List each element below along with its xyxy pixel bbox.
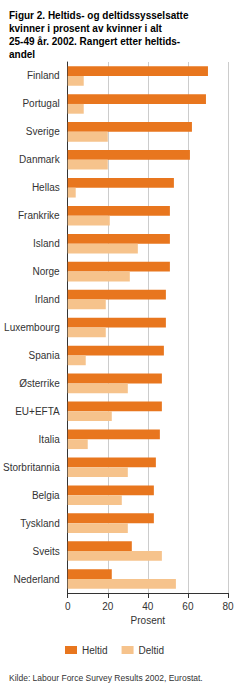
svg-text:Spania: Spania — [29, 350, 61, 361]
svg-text:Figur 2. Heltids- og deltidssy: Figur 2. Heltids- og deltidssysselsatte — [9, 10, 189, 21]
svg-text:Nederland: Nederland — [14, 574, 60, 585]
svg-text:Sverige: Sverige — [26, 126, 60, 137]
svg-text:Finland: Finland — [27, 70, 60, 81]
svg-text:40: 40 — [142, 601, 154, 612]
svg-text:Italia: Italia — [39, 434, 61, 445]
svg-text:80: 80 — [222, 601, 234, 612]
svg-text:Irland: Irland — [35, 294, 60, 305]
svg-text:Prosent: Prosent — [131, 615, 166, 626]
svg-text:Danmark: Danmark — [19, 154, 61, 165]
svg-text:Hellas: Hellas — [32, 182, 60, 193]
svg-text:Tyskland: Tyskland — [20, 518, 59, 529]
svg-text:Luxembourg: Luxembourg — [4, 322, 60, 333]
svg-text:EU+EFTA: EU+EFTA — [15, 406, 60, 417]
svg-text:kvinner i prosent av kvinner i: kvinner i prosent av kvinner i alt — [9, 23, 163, 34]
svg-text:0: 0 — [65, 601, 71, 612]
svg-text:Kilde: Labour Force Survey Res: Kilde: Labour Force Survey Results 2002,… — [9, 673, 203, 683]
svg-text:Portugal: Portugal — [22, 98, 59, 109]
svg-text:Østerrike: Østerrike — [19, 378, 60, 389]
svg-text:Deltid: Deltid — [139, 645, 165, 656]
svg-text:Norge: Norge — [32, 266, 60, 277]
svg-text:Belgia: Belgia — [32, 490, 60, 501]
svg-text:25-49 år. 2002. Rangert etter: 25-49 år. 2002. Rangert etter heltids- — [9, 36, 180, 47]
svg-text:20: 20 — [102, 601, 114, 612]
svg-text:Storbritannia: Storbritannia — [3, 462, 60, 473]
svg-text:60: 60 — [182, 601, 194, 612]
svg-text:andel: andel — [9, 49, 35, 60]
svg-text:Island: Island — [33, 238, 60, 249]
svg-text:Sveits: Sveits — [32, 546, 59, 557]
svg-text:Heltid: Heltid — [82, 645, 108, 656]
svg-text:Frankrike: Frankrike — [18, 210, 60, 221]
